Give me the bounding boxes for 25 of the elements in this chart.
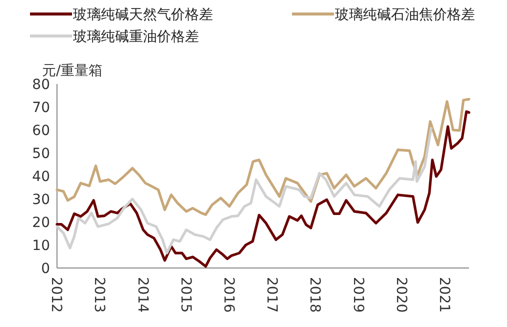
y-tick-label: 40	[32, 168, 50, 185]
x-tick-label: 2021	[436, 277, 452, 313]
x-tick-label: 2013	[91, 277, 108, 313]
y-tick-label: 70	[32, 100, 50, 116]
legend-label: 玻璃纯碱天然气价格差	[73, 7, 213, 23]
legend-label: 玻璃纯碱石油焦价格差	[335, 7, 475, 23]
y-tick-label: 20	[32, 214, 50, 231]
y-axis-title: 元/重量箱	[42, 63, 103, 79]
y-tick-label: 60	[32, 122, 50, 139]
line-series	[56, 98, 470, 216]
x-tick-label: 2018	[306, 277, 323, 313]
line-series	[56, 126, 432, 254]
y-tick-label: 0	[41, 260, 50, 277]
y-tick-label: 80	[32, 76, 50, 93]
y-tick-label: 50	[32, 146, 50, 162]
x-tick-label: 2020	[392, 277, 409, 313]
x-tick-label: 2017	[264, 277, 280, 313]
y-tick-label: 10	[32, 238, 50, 254]
x-tick-label: 2012	[48, 277, 64, 313]
x-tick-label: 2015	[177, 277, 194, 313]
legend-label: 玻璃纯碱重油价格差	[73, 29, 199, 45]
x-tick-label: 2019	[350, 277, 366, 313]
x-tick-label: 2014	[134, 277, 150, 313]
y-tick-label: 30	[32, 192, 50, 208]
x-tick-label: 2016	[220, 277, 236, 313]
